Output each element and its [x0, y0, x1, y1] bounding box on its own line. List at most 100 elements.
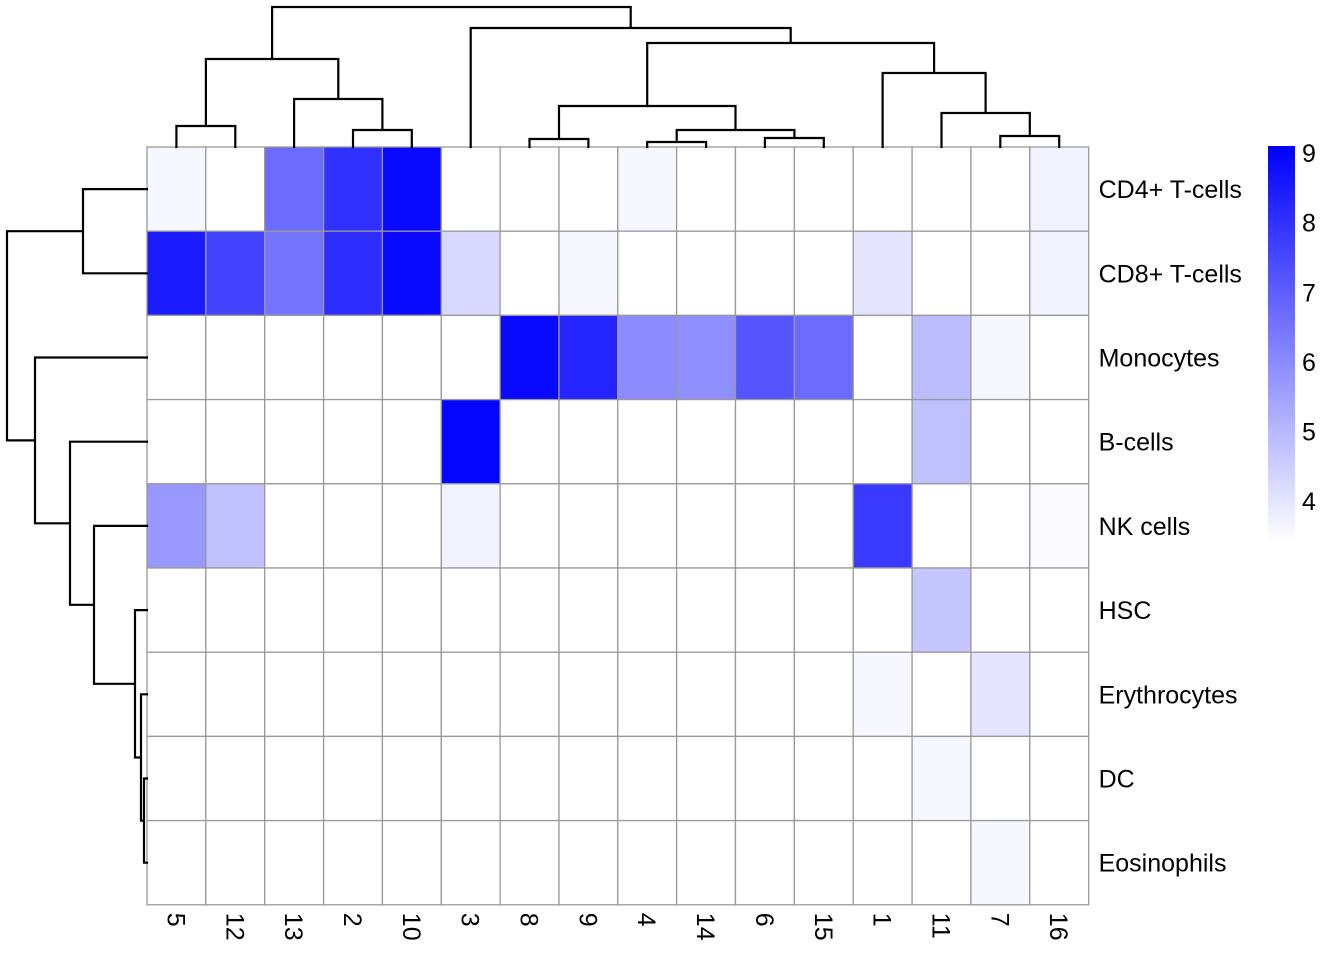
heatmap-cell	[381, 483, 442, 569]
heatmap-grid	[146, 146, 1090, 906]
heatmap-cell	[558, 567, 619, 653]
colorbar-tick-label: 8	[1302, 210, 1316, 238]
column-label: 12	[220, 913, 248, 941]
heatmap-cell	[558, 146, 619, 232]
heatmap-cell	[852, 483, 913, 569]
column-label: 2	[338, 913, 366, 927]
heatmap-cell	[617, 314, 678, 401]
heatmap-cell	[264, 651, 325, 738]
heatmap-cell	[675, 651, 737, 738]
colorbar-tick-label: 9	[1302, 140, 1316, 168]
heatmap-cell	[205, 735, 266, 822]
heatmap-cell	[205, 314, 266, 401]
heatmap-cell	[793, 230, 854, 317]
heatmap-cell	[264, 735, 325, 822]
heatmap-cell	[852, 651, 913, 738]
heatmap-cell	[793, 146, 854, 232]
column-label: 9	[573, 913, 601, 927]
heatmap-cell	[146, 314, 207, 401]
heatmap-cell	[617, 230, 678, 317]
column-label: 1	[868, 913, 896, 927]
heatmap-cell	[322, 483, 384, 569]
heatmap-cell	[734, 483, 796, 569]
heatmap-cell	[970, 567, 1031, 653]
heatmap-cell	[734, 314, 796, 401]
heatmap-cell	[675, 819, 737, 906]
column-label: 8	[515, 913, 543, 927]
heatmap-cell	[264, 398, 325, 485]
heatmap-cell	[205, 398, 266, 485]
heatmap-cell	[1029, 398, 1090, 485]
heatmap-cell	[852, 398, 913, 485]
column-labels: 5 12 13 2 10 3 8 9 4 14 6 15 1 11 7 16	[161, 913, 1072, 941]
heatmap-cell	[852, 146, 913, 232]
heatmap-cell	[440, 735, 501, 822]
heatmap-cell	[440, 567, 501, 653]
heatmap-cell	[1029, 314, 1090, 401]
colorbar	[1268, 146, 1295, 543]
row-labels: CD4+ T-cells CD8+ T-cells Monocytes B-cells…	[1099, 176, 1242, 878]
colorbar-tick-label: 6	[1302, 349, 1316, 377]
heatmap-cell	[617, 567, 678, 653]
heatmap-cell	[440, 819, 501, 906]
heatmap-cell	[675, 483, 737, 569]
heatmap-cell	[205, 483, 266, 569]
heatmap-cell	[734, 398, 796, 485]
heatmap-cell	[1029, 735, 1090, 822]
row-label: Monocytes	[1099, 345, 1220, 373]
heatmap-cell	[793, 567, 854, 653]
heatmap-cell	[499, 314, 560, 401]
heatmap-cell	[970, 398, 1031, 485]
heatmap-cell	[793, 314, 854, 401]
heatmap-cell	[381, 819, 442, 906]
column-label: 13	[279, 913, 307, 941]
heatmap-cell	[146, 230, 207, 317]
heatmap-cell	[852, 314, 913, 401]
heatmap-cell	[440, 230, 501, 317]
row-label: B-cells	[1099, 429, 1174, 457]
heatmap-cell	[970, 483, 1031, 569]
heatmap-cell	[911, 567, 972, 653]
heatmap-cell	[499, 483, 560, 569]
heatmap-cell	[1029, 651, 1090, 738]
heatmap-cell	[734, 651, 796, 738]
heatmap-cell	[146, 398, 207, 485]
heatmap-cell	[1029, 567, 1090, 653]
heatmap-cell	[322, 567, 384, 653]
heatmap-cell	[734, 735, 796, 822]
heatmap-cell	[322, 230, 384, 317]
heatmap-cell	[1029, 819, 1090, 906]
heatmap-cell	[734, 146, 796, 232]
heatmap-cell	[558, 230, 619, 317]
heatmap-cell	[146, 146, 207, 232]
heatmap-cell	[852, 567, 913, 653]
heatmap-cell	[617, 735, 678, 822]
heatmap-cell	[1029, 230, 1090, 317]
heatmap-cell	[440, 483, 501, 569]
column-label: 10	[397, 913, 425, 941]
colorbar-gradient	[1268, 146, 1295, 543]
heatmap-cell	[499, 651, 560, 738]
heatmap-cell	[264, 819, 325, 906]
heatmap-cell	[264, 483, 325, 569]
heatmap-cell	[734, 230, 796, 317]
heatmap-cell	[264, 314, 325, 401]
column-label: 7	[985, 913, 1013, 927]
row-label: CD4+ T-cells	[1099, 176, 1242, 204]
heatmap-cell	[852, 230, 913, 317]
heatmap-cell	[970, 819, 1031, 906]
colorbar-tick-label: 5	[1302, 419, 1316, 447]
heatmap-cell	[146, 735, 207, 822]
row-dendrogram	[5, 188, 149, 864]
heatmap-cell	[322, 398, 384, 485]
heatmap-cell	[793, 819, 854, 906]
heatmap-cell	[617, 483, 678, 569]
heatmap-cell	[146, 483, 207, 569]
column-label: 3	[456, 913, 484, 927]
column-label: 4	[632, 913, 660, 927]
heatmap-cell	[322, 819, 384, 906]
heatmap-cell	[499, 398, 560, 485]
heatmap-cell	[911, 483, 972, 569]
